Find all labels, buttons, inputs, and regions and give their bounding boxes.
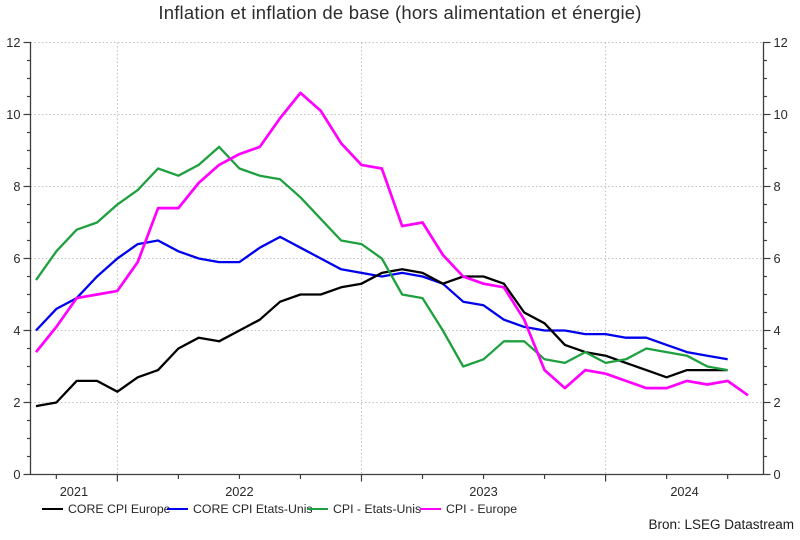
series-line-cpi-etats-unis — [35, 145, 728, 372]
legend-label-core-cpi-etats-unis: CORE CPI Etats-Unis — [193, 502, 313, 516]
x-axis-year-label: 2022 — [225, 484, 253, 499]
legend-label-cpi-europe: CPI - Europe — [446, 502, 518, 516]
y-axis-tick-label-right: 10 — [774, 107, 788, 122]
chart-title: Inflation et inflation de base (hors ali… — [158, 2, 642, 23]
y-axis-tick-label-right: 6 — [774, 251, 781, 266]
y-axis-tick-label-right: 0 — [774, 467, 781, 482]
y-axis-tick-label-left: 6 — [13, 251, 20, 266]
y-axis-tick-label-left: 8 — [13, 179, 20, 194]
y-axis-tick-label-left: 10 — [6, 107, 20, 122]
legend-line-swatch-cpi-europe — [420, 508, 441, 510]
y-axis-tick-label-right: 12 — [774, 35, 788, 50]
series-line-core-cpi-europe — [35, 268, 728, 408]
x-axis-year-label: 2021 — [60, 484, 88, 499]
y-axis-tick-label-right: 2 — [774, 395, 781, 410]
grid-lines — [30, 42, 764, 475]
legend-line-swatch-core-cpi-europe — [42, 508, 63, 510]
y-axis-tick-label-left: 2 — [13, 395, 20, 410]
legend-line-swatch-cpi-etats-unis — [307, 508, 328, 510]
y-axis-tick-label-right: 8 — [774, 179, 781, 194]
axis-ticks — [23, 41, 771, 482]
y-axis-tick-label-left: 12 — [6, 35, 20, 50]
y-axis-tick-label-left: 4 — [13, 323, 20, 338]
legend-item-cpi-europe: CPI - Europe — [420, 501, 517, 517]
legend-item-core-cpi-etats-unis: CORE CPI Etats-Unis — [167, 501, 313, 517]
legend-item-cpi-etats-unis: CPI - Etats-Unis — [307, 501, 421, 517]
series-line-core-cpi-etats-unis — [35, 235, 728, 361]
legend-item-core-cpi-europe: CORE CPI Europe — [42, 501, 171, 517]
axis-labels: 0 0 2 2 4 4 6 6 8 8 10 10 12 12 2021 2022 2023 2024 — [6, 35, 787, 499]
series-line-cpi-europe — [34, 91, 749, 397]
legend-line-swatch-core-cpi-etats-unis — [167, 508, 188, 510]
y-axis-tick-label-left: 0 — [13, 467, 20, 482]
y-axis-tick-label-right: 4 — [774, 323, 781, 338]
x-axis-year-label: 2024 — [670, 484, 698, 499]
legend-label-cpi-etats-unis: CPI - Etats-Unis — [333, 502, 422, 516]
x-axis-year-label: 2023 — [469, 484, 497, 499]
source-note: Bron: LSEG Datastream — [648, 517, 794, 532]
legend-label-core-cpi-europe: CORE CPI Europe — [68, 502, 171, 516]
